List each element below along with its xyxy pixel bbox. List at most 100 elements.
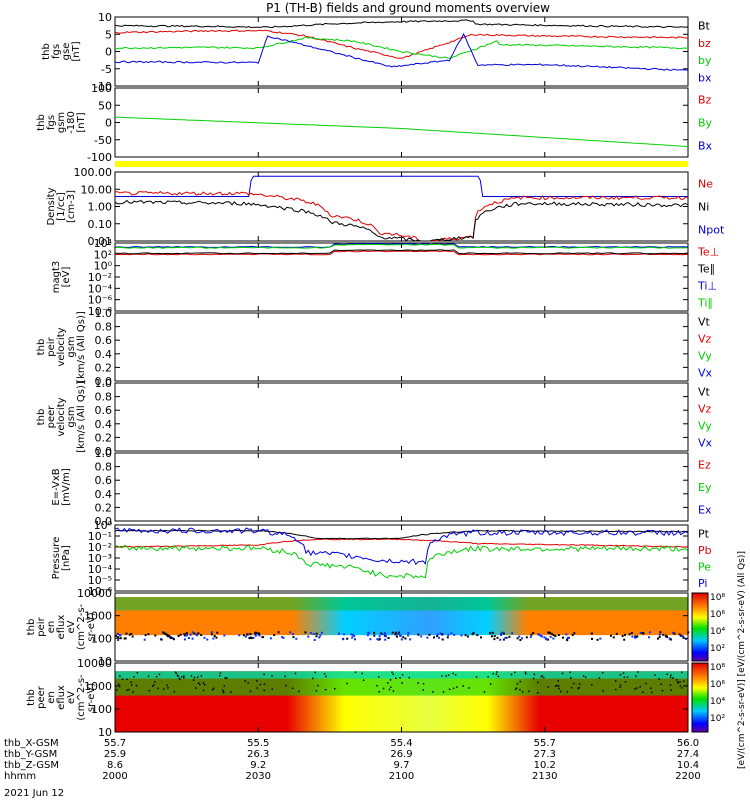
electron-noise-dot bbox=[175, 672, 177, 675]
electron-noise-dot bbox=[619, 686, 621, 688]
electron-noise-dot bbox=[325, 675, 327, 678]
xaxis-value: 8.6 bbox=[107, 760, 123, 771]
ytick-label: 0.0 bbox=[95, 375, 113, 388]
electron-noise-dot bbox=[636, 687, 638, 689]
electron-noise-dot bbox=[669, 684, 672, 686]
ion-noise-dot bbox=[246, 633, 249, 636]
electron-noise-dot bbox=[497, 675, 500, 678]
ytick-label: 0.8 bbox=[95, 391, 113, 404]
ion-noise-dot bbox=[491, 631, 494, 634]
electron-noise-dot bbox=[462, 685, 464, 687]
electron-noise-dot bbox=[614, 688, 617, 691]
ion-noise-dot bbox=[610, 634, 612, 637]
ion-noise-dot bbox=[117, 639, 120, 641]
ion-noise-dot bbox=[281, 636, 284, 639]
ion-noise-dot bbox=[215, 636, 218, 639]
ion-noise-dot bbox=[377, 638, 380, 641]
ion-noise-dot bbox=[315, 632, 318, 635]
ion-noise-dot bbox=[200, 634, 203, 636]
electron-noise-dot bbox=[677, 681, 679, 683]
ion-noise-dot bbox=[519, 639, 522, 641]
legend-Vy: Vy bbox=[698, 350, 712, 363]
ion-noise-dot bbox=[565, 633, 568, 636]
ion-noise-dot bbox=[186, 634, 188, 637]
ytick-label: 10⁻⁸ bbox=[88, 305, 113, 318]
electron-noise-dot bbox=[661, 690, 664, 692]
electron-noise-dot bbox=[614, 680, 617, 682]
ytick-label: 1.00 bbox=[88, 201, 113, 214]
ylabel-line: [km/s (All Qs)] bbox=[76, 311, 87, 383]
ion-noise-dot bbox=[630, 632, 633, 634]
electron-noise-dot bbox=[681, 671, 683, 674]
xaxis-value: 56.0 bbox=[677, 738, 699, 749]
series-3-Te⊥ bbox=[115, 250, 689, 256]
ion-noise-dot bbox=[380, 632, 383, 635]
electron-noise-dot bbox=[560, 690, 562, 693]
electron-noise-dot bbox=[223, 685, 226, 687]
electron-noise-dot bbox=[558, 687, 560, 690]
ion-noise-dot bbox=[383, 634, 386, 637]
electron-noise-dot bbox=[408, 676, 410, 679]
ytick-label: 10⁴ bbox=[94, 237, 113, 250]
electron-noise-dot bbox=[445, 675, 447, 677]
ion-noise-dot bbox=[191, 631, 194, 634]
electron-noise-dot bbox=[346, 682, 348, 685]
electron-noise-dot bbox=[197, 682, 200, 684]
xaxis-row-label: hhmm bbox=[4, 771, 36, 782]
ion-noise-dot bbox=[678, 633, 681, 636]
electron-noise-dot bbox=[174, 671, 177, 674]
colorbar-label: [eV/(cm^2-s-sr-eV)] [eV/(cm^2-s-sr-eV) (… bbox=[737, 551, 747, 769]
ion-noise-dot bbox=[313, 639, 316, 641]
ylabel-line: sr-eV) bbox=[86, 612, 97, 641]
ylabel-line: [nT] bbox=[76, 112, 87, 132]
ion-noise-dot bbox=[552, 637, 555, 640]
electron-noise-dot bbox=[179, 678, 181, 681]
ion-noise-dot bbox=[168, 635, 171, 638]
electron-noise-dot bbox=[417, 682, 419, 684]
electron-noise-dot bbox=[432, 691, 434, 693]
electron-noise-dot bbox=[361, 672, 363, 675]
series-7-Pe bbox=[114, 544, 689, 579]
ion-noise-dot bbox=[304, 631, 307, 634]
ion-noise-dot bbox=[191, 637, 194, 640]
electron-noise-dot bbox=[119, 675, 121, 677]
electron-noise-dot bbox=[376, 684, 378, 687]
electron-noise-dot bbox=[447, 674, 450, 676]
ion-noise-dot bbox=[573, 632, 576, 635]
ion-noise-dot bbox=[566, 636, 569, 639]
legend-Vt: Vt bbox=[698, 386, 711, 399]
ytick-label: 0.8 bbox=[95, 321, 113, 334]
ion-noise-dot bbox=[658, 633, 661, 636]
electron-noise-dot bbox=[334, 688, 336, 690]
ylabel-line: Pressure bbox=[51, 537, 62, 580]
xaxis-value: 10.4 bbox=[677, 760, 699, 771]
ylabel-line: peir bbox=[46, 336, 57, 356]
electron-noise-dot bbox=[183, 675, 185, 677]
electron-noise-dot bbox=[558, 685, 560, 687]
electron-noise-dot bbox=[197, 676, 199, 678]
electron-noise-dot bbox=[676, 682, 679, 684]
ion-noise-dot bbox=[249, 633, 252, 636]
panel-frame bbox=[114, 382, 689, 452]
ion-noise-dot bbox=[117, 633, 119, 635]
ion-noise-dot bbox=[648, 636, 650, 639]
electron-noise-dot bbox=[399, 677, 401, 679]
ion-noise-dot bbox=[307, 635, 310, 638]
ion-noise-dot bbox=[658, 635, 661, 638]
electron-noise-dot bbox=[452, 672, 454, 675]
ion-noise-dot bbox=[319, 634, 322, 637]
ion-noise-dot bbox=[384, 633, 387, 636]
ion-noise-dot bbox=[343, 633, 346, 636]
ylabel-line: peer bbox=[46, 405, 57, 429]
panel-density: 100.00 10.00 1.00 0.10 0.01 Density [1/cc] [cm-… bbox=[46, 166, 725, 248]
electron-noise-dot bbox=[670, 689, 672, 691]
ion-noise-dot bbox=[499, 638, 502, 641]
ion-noise-dot bbox=[262, 636, 265, 639]
series-1-By bbox=[114, 116, 689, 147]
ylabel-line: [1/cc] bbox=[56, 192, 67, 221]
ytick-label: 10⁻¹ bbox=[88, 530, 112, 543]
electron-noise-dot bbox=[153, 684, 155, 686]
electron-noise-dot bbox=[422, 682, 425, 685]
ion-noise-dot bbox=[447, 633, 450, 636]
ion-noise-dot bbox=[433, 636, 435, 639]
